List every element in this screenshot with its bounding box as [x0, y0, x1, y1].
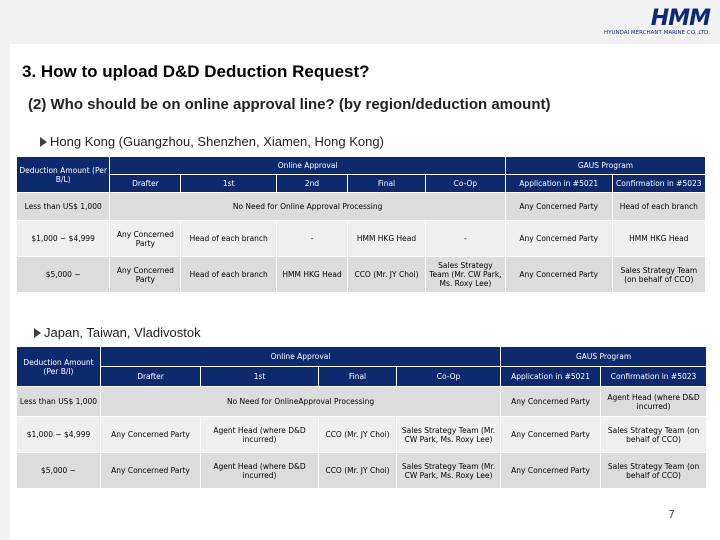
region-hong-kong: Hong Kong (Guangzhou, Shenzhen, Xiamen, …	[40, 134, 384, 149]
triangle-bullet-icon	[34, 328, 41, 338]
header-second: 2nd	[275, 174, 349, 193]
second-cell: HMM HKG Head	[275, 256, 349, 293]
table-row: Less than US$ 1,000 No Need for Online A…	[15, 192, 707, 221]
header-online-approval: Online Approval	[109, 156, 506, 175]
confirmation-cell: Head of each branch	[611, 192, 707, 221]
header-confirmation: Confirmation in #5023	[600, 366, 708, 387]
header-first: 1st	[200, 366, 319, 387]
drafter-cell: Any Concerned Party	[100, 452, 201, 489]
confirmation-cell: Sales Strategy Team (on behalf of CCO)	[600, 452, 708, 489]
no-approval-cell: No Need for Online Approval Processing	[109, 192, 506, 221]
application-cell: Any Concerned Party	[500, 452, 602, 489]
confirmation-cell: HMM HKG Head	[611, 220, 707, 257]
header-first: 1st	[180, 174, 277, 193]
first-cell: Agent Head (where D&D incurred)	[200, 416, 319, 453]
table-row: Less than US$ 1,000 No Need for OnlineAp…	[16, 386, 708, 417]
table-row: $1,000 ~ $4,999 Any Concerned Party Agen…	[16, 416, 708, 453]
drafter-cell: Any Concerned Party	[100, 416, 201, 453]
region-label: Hong Kong (Guangzhou, Shenzhen, Xiamen, …	[50, 134, 384, 149]
hmm-logo: HMM HYUNDAI MERCHANT MARINE CO.,LTD.	[600, 6, 711, 38]
final-cell: CCO (Mr. JY Choi)	[318, 452, 397, 489]
header-application: Application in #5021	[500, 366, 602, 387]
amount-cell: $5,000 ~	[16, 452, 101, 489]
left-sidebar	[0, 44, 10, 540]
drafter-cell: Any Concerned Party	[109, 256, 182, 293]
page-number: 7	[668, 508, 675, 521]
table-hong-kong: Deduction Amount (Per B/L) Online Approv…	[15, 156, 707, 293]
header-coop: Co-Op	[395, 366, 502, 387]
header-drafter: Drafter	[100, 366, 201, 387]
table-row: $5,000 ~ Any Concerned Party Head of eac…	[15, 256, 707, 293]
application-cell: Any Concerned Party	[500, 416, 602, 453]
header-confirmation: Confirmation in #5023	[611, 174, 707, 193]
first-cell: Agent Head (where D&D incurred)	[200, 452, 319, 489]
page-subtitle: (2) Who should be on online approval lin…	[28, 96, 551, 113]
triangle-bullet-icon	[40, 137, 47, 147]
no-approval-cell: No Need for OnlineApproval Processing	[99, 386, 502, 417]
table-japan: Deduction Amount (Per B/l) Online Approv…	[16, 346, 708, 489]
application-cell: Any Concerned Party	[504, 256, 613, 293]
final-cell: HMM HKG Head	[347, 220, 426, 257]
header-application: Application in #5021	[504, 174, 613, 193]
header-deduction: Deduction Amount (Per B/l)	[16, 346, 101, 387]
coop-cell: Sales Strategy Team (Mr. CW Park, Ms. Ro…	[424, 256, 506, 293]
header-coop: Co-Op	[424, 174, 506, 193]
amount-cell: $5,000 ~	[15, 256, 111, 293]
header-deduction: Deduction Amount (Per B/L)	[15, 156, 111, 193]
confirmation-cell: Sales Strategy Team (on behalf of CCO)	[611, 256, 707, 293]
final-cell: CCO (Mr. JY Choi)	[318, 416, 397, 453]
amount-cell: Less than US$ 1,000	[15, 192, 111, 221]
header-online-approval: Online Approval	[99, 346, 502, 367]
confirmation-cell: Sales Strategy Team (on behalf of CCO)	[600, 416, 708, 453]
application-cell: Any Concerned Party	[504, 192, 613, 221]
logo-text: HMM	[650, 6, 711, 31]
amount-cell: $1,000 ~ $4,999	[15, 220, 111, 257]
region-japan: Japan, Taiwan, Vladivostok	[34, 325, 201, 340]
amount-cell: Less than US$ 1,000	[16, 386, 101, 417]
application-cell: Any Concerned Party	[500, 386, 602, 417]
header-final: Final	[318, 366, 397, 387]
table-row: $5,000 ~ Any Concerned Party Agent Head …	[16, 452, 708, 489]
second-cell: -	[275, 220, 349, 257]
coop-cell: Sales Strategy Team (Mr. CW Park, Ms. Ro…	[395, 416, 502, 453]
amount-cell: $1,000 ~ $4,999	[16, 416, 101, 453]
page-title: 3. How to upload D&D Deduction Request?	[22, 62, 370, 81]
logo-subtitle: HYUNDAI MERCHANT MARINE CO.,LTD.	[603, 30, 710, 36]
coop-cell: Sales Strategy Team (Mr. CW Park, Ms. Ro…	[395, 452, 502, 489]
first-cell: Head of each branch	[180, 256, 277, 293]
confirmation-cell: Agent Head (where D&D incurred)	[600, 386, 708, 417]
header-drafter: Drafter	[109, 174, 182, 193]
first-cell: Head of each branch	[180, 220, 277, 257]
final-cell: CCO (Mr. JY Choi)	[347, 256, 426, 293]
header-final: Final	[347, 174, 426, 193]
application-cell: Any Concerned Party	[504, 220, 613, 257]
coop-cell: -	[424, 220, 506, 257]
table-row: $1,000 ~ $4,999 Any Concerned Party Head…	[15, 220, 707, 257]
header-gaus: GAUS Program	[504, 156, 707, 175]
drafter-cell: Any Concerned Party	[109, 220, 182, 257]
top-bar	[0, 0, 720, 44]
region-label: Japan, Taiwan, Vladivostok	[44, 325, 201, 340]
header-gaus: GAUS Program	[500, 346, 708, 367]
